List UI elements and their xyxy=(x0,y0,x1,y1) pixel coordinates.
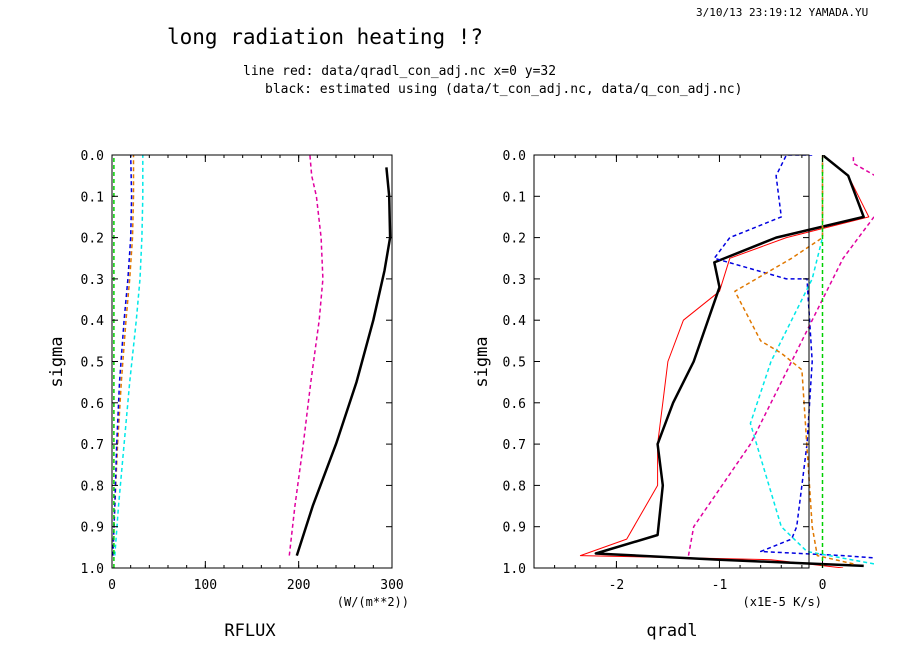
rflux-ytick-label: 0.3 xyxy=(81,273,104,288)
subtitle-red-line: line red: data/qradl_con_adj.nc x=0 y=32 xyxy=(243,64,556,79)
qradl-series-blue-dashed xyxy=(713,155,874,559)
rflux-ytick-label: 0.6 xyxy=(81,397,104,412)
rflux-xtick-label: 100 xyxy=(194,578,217,593)
qradl-ytick-label: 0.4 xyxy=(503,314,527,329)
qradl-ytick-label: 1.0 xyxy=(503,562,526,577)
qradl-ytick-label: 0.8 xyxy=(503,479,526,494)
panel-rflux: 0.0 0.1 0.2 0.3 0.4 0.5 0.6 0.7 0.8 0.9 1.0 0 100 200… xyxy=(47,149,409,641)
qradl-ytick-label: 0.5 xyxy=(503,356,526,371)
rflux-series-blue-dashed xyxy=(112,155,133,556)
qradl-ytick-label: 0.9 xyxy=(503,521,526,536)
figure-title: long radiation heating !? xyxy=(167,25,483,49)
rflux-plot-frame xyxy=(111,154,393,569)
qradl-series-magenta-dashed xyxy=(687,155,874,556)
rflux-series-cyan-dashed xyxy=(114,155,144,556)
qradl-series-black-solid xyxy=(594,155,865,568)
rflux-ticks: 0.0 0.1 0.2 0.3 0.4 0.5 0.6 0.7 0.8 0.9 1.0 0 100 200… xyxy=(81,149,404,593)
qradl-xtick-label: -2 xyxy=(609,578,625,593)
timestamp: 3/10/13 23:19:12 YAMADA.YU xyxy=(696,6,868,19)
qradl-ticks: 0.0 0.1 0.2 0.3 0.4 0.5 0.6 0.7 0.8 0.9 1.0 -2 -1 0 xyxy=(503,149,827,593)
qradl-ytick-label: 0.2 xyxy=(503,232,526,247)
qradl-x-units: (x1E-5 K/s) xyxy=(743,595,822,609)
qradl-ytick-label: 0.7 xyxy=(503,438,526,453)
qradl-xtick-label: -1 xyxy=(712,578,728,593)
qradl-series-red-solid xyxy=(579,155,870,568)
rflux-x-axis-label: RFLUX xyxy=(224,621,276,641)
qradl-x-axis-label: qradl xyxy=(646,621,697,641)
qradl-ytick-label: 0.1 xyxy=(503,190,526,205)
rflux-ytick-label: 0.0 xyxy=(81,149,104,164)
rflux-ytick-label: 1.0 xyxy=(81,562,104,577)
rflux-ytick-label: 0.4 xyxy=(81,314,105,329)
rflux-y-axis-label: sigma xyxy=(47,336,67,387)
rflux-x-units: (W/(m**2)) xyxy=(337,595,409,609)
rflux-xtick-label: 0 xyxy=(108,578,116,593)
rflux-series-orange-dashed xyxy=(112,155,135,556)
qradl-series-orange-dashed xyxy=(734,155,854,565)
rflux-series-group xyxy=(112,155,392,568)
rflux-xtick-label: 200 xyxy=(287,578,310,593)
qradl-ytick-label: 0.0 xyxy=(503,149,526,164)
qradl-series-cyan-dashed xyxy=(749,155,874,565)
qradl-series-group xyxy=(579,155,874,568)
qradl-xtick-label: 0 xyxy=(819,578,827,593)
qradl-ytick-label: 0.6 xyxy=(503,397,526,412)
qradl-y-axis-label: sigma xyxy=(472,336,492,387)
rflux-ytick-label: 0.8 xyxy=(81,479,104,494)
rflux-ytick-label: 0.2 xyxy=(81,232,104,247)
rflux-ytick-label: 0.5 xyxy=(81,356,104,371)
qradl-plot-frame xyxy=(533,154,810,569)
rflux-ytick-label: 0.1 xyxy=(81,190,104,205)
panel-qradl: 0.0 0.1 0.2 0.3 0.4 0.5 0.6 0.7 0.8 0.9 1.0 -2 -1 0 s… xyxy=(472,149,874,641)
rflux-series-black-solid xyxy=(295,167,392,556)
rflux-series-magenta-dashed xyxy=(288,155,324,556)
subtitle-black-line: black: estimated using (data/t_con_adj.n… xyxy=(265,82,742,97)
rflux-xtick-label: 300 xyxy=(380,578,403,593)
rflux-ytick-label: 0.7 xyxy=(81,438,104,453)
qradl-ytick-label: 0.3 xyxy=(503,273,526,288)
rflux-ytick-label: 0.9 xyxy=(81,521,104,536)
